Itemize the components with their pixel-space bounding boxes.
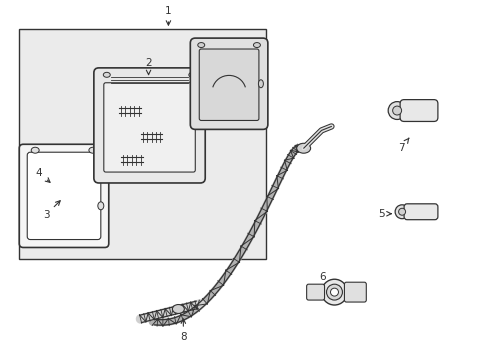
- Bar: [19, 29, 265, 260]
- Text: 8: 8: [180, 319, 186, 342]
- FancyBboxPatch shape: [306, 284, 324, 300]
- Ellipse shape: [89, 147, 97, 153]
- Text: 2: 2: [145, 58, 152, 75]
- Text: 5: 5: [377, 209, 390, 219]
- Circle shape: [326, 284, 342, 300]
- Ellipse shape: [258, 80, 263, 88]
- FancyBboxPatch shape: [19, 144, 108, 247]
- Circle shape: [330, 288, 338, 296]
- Text: 7: 7: [397, 138, 408, 153]
- FancyBboxPatch shape: [199, 49, 258, 121]
- Text: 3: 3: [43, 201, 60, 220]
- FancyBboxPatch shape: [27, 152, 101, 239]
- FancyBboxPatch shape: [403, 204, 437, 220]
- Circle shape: [387, 102, 405, 120]
- FancyBboxPatch shape: [399, 100, 437, 121]
- Text: 4: 4: [36, 168, 50, 183]
- Ellipse shape: [188, 72, 195, 77]
- FancyBboxPatch shape: [344, 282, 366, 302]
- Ellipse shape: [98, 202, 103, 210]
- Circle shape: [321, 279, 346, 305]
- Ellipse shape: [103, 72, 110, 77]
- Text: 6: 6: [319, 272, 326, 288]
- Ellipse shape: [31, 147, 39, 153]
- FancyBboxPatch shape: [94, 68, 205, 183]
- Ellipse shape: [172, 305, 184, 314]
- Circle shape: [392, 106, 401, 115]
- FancyBboxPatch shape: [190, 38, 267, 129]
- Ellipse shape: [197, 42, 204, 48]
- Ellipse shape: [253, 42, 260, 48]
- Circle shape: [394, 205, 408, 219]
- FancyBboxPatch shape: [103, 83, 195, 172]
- Circle shape: [398, 208, 405, 215]
- Ellipse shape: [296, 143, 310, 153]
- Text: 1: 1: [165, 6, 171, 25]
